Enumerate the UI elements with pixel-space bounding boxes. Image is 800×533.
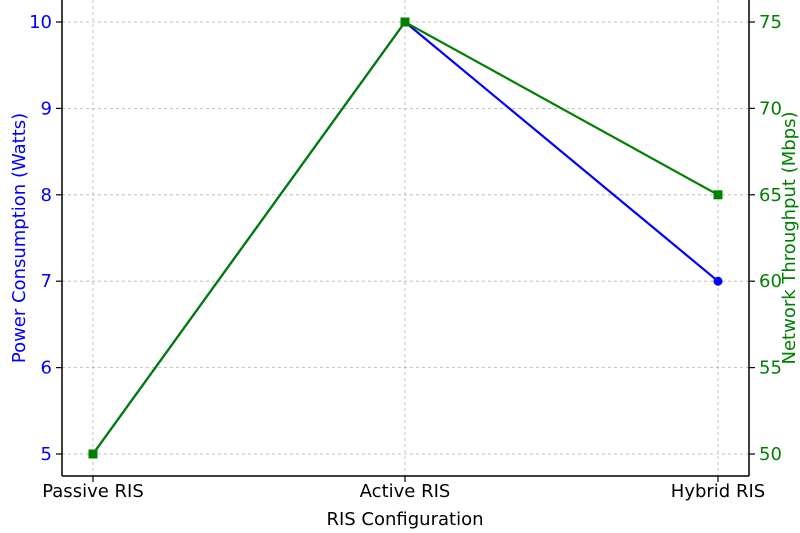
grid — [62, 0, 749, 476]
left-tick-label: 8 — [41, 185, 52, 206]
left-tick-label: 7 — [41, 271, 52, 292]
x-tick-label: Passive RIS — [42, 481, 144, 502]
right-tick-label: 75 — [759, 12, 782, 33]
x-axis-title: RIS Configuration — [326, 509, 483, 530]
series — [88, 17, 723, 459]
series-point-2 — [88, 449, 98, 459]
ticks: 5 6 7 8 9 10 50 55 60 65 70 75 Passive RIS Active RIS… — [29, 12, 782, 502]
right-tick-label: 60 — [759, 271, 782, 292]
left-tick-label: 6 — [41, 358, 52, 379]
axes — [61, 0, 750, 477]
right-tick-label: 50 — [759, 444, 782, 465]
series-line-2 — [92, 20, 719, 455]
right-tick-label: 70 — [759, 98, 782, 119]
left-tick-label: 5 — [41, 444, 52, 465]
right-axis-title: Network Throughput (Mbps) — [779, 112, 800, 365]
right-tick-label: 65 — [759, 185, 782, 206]
right-tick-label: 55 — [759, 358, 782, 379]
series-point-1 — [713, 276, 723, 286]
series-point-2 — [713, 190, 723, 200]
x-tick-label: Active RIS — [360, 481, 451, 502]
left-tick-label: 9 — [41, 98, 52, 119]
left-tick-label: 10 — [29, 12, 52, 33]
left-axis-title: Power Consumption (Watts) — [9, 113, 30, 363]
series-point-2 — [400, 17, 410, 27]
series-line-1 — [92, 20, 719, 455]
x-tick-label: Hybrid RIS — [671, 481, 765, 502]
